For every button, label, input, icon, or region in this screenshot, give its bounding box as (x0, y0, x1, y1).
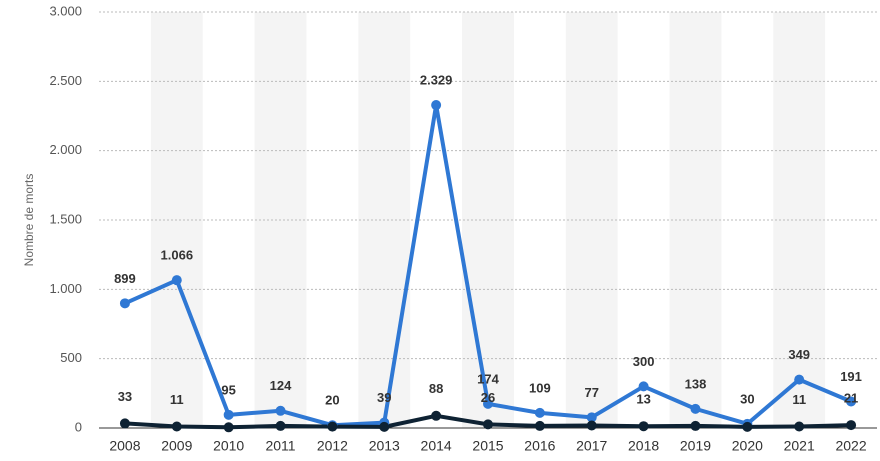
y-tick-label: 2.000 (49, 142, 82, 157)
x-tick-label: 2020 (732, 438, 763, 454)
x-tick-label: 2016 (524, 438, 555, 454)
x-tick-label: 2021 (784, 438, 815, 454)
data-label: 2.329 (420, 72, 453, 87)
data-point (379, 421, 390, 432)
data-point (846, 396, 857, 407)
data-label: 124 (270, 378, 292, 393)
data-point (690, 420, 701, 431)
data-label: 109 (529, 380, 551, 395)
data-point (119, 418, 130, 429)
data-point (534, 407, 545, 418)
data-label: 30 (740, 391, 754, 406)
data-label: 39 (377, 390, 391, 405)
data-point (171, 421, 182, 432)
x-tick-label: 2011 (265, 438, 295, 454)
data-point (586, 420, 597, 431)
y-tick-label: 2.500 (49, 73, 82, 88)
y-tick-label: 500 (60, 350, 82, 365)
y-tick-label: 1.500 (49, 211, 82, 226)
x-tick-label: 2018 (628, 438, 659, 454)
data-point (171, 275, 182, 286)
data-label: 88 (429, 381, 443, 396)
y-tick-label: 1.000 (49, 281, 82, 296)
data-point (223, 409, 234, 420)
x-tick-label: 2019 (680, 438, 711, 454)
data-point (483, 398, 493, 409)
x-tick-label: 2009 (161, 438, 192, 454)
x-tick-label: 2017 (576, 438, 607, 454)
data-point (431, 100, 442, 111)
data-label: 191 (840, 369, 862, 384)
data-point (275, 420, 286, 431)
data-point (483, 419, 493, 430)
data-label: 13 (636, 392, 650, 407)
data-label: 95 (221, 382, 235, 397)
data-point (223, 422, 234, 433)
data-point (275, 405, 286, 416)
x-tick-label: 2013 (369, 438, 400, 454)
data-label: 349 (788, 347, 810, 362)
data-label: 11 (170, 392, 184, 407)
x-tick-label: 2012 (317, 438, 348, 454)
data-label: 1.066 (161, 248, 194, 263)
data-point (690, 403, 701, 414)
x-tick-label: 2015 (472, 438, 503, 454)
x-tick-label: 2022 (835, 438, 866, 454)
x-tick-label: 2010 (213, 438, 244, 454)
data-point (534, 420, 545, 431)
data-point (794, 374, 805, 385)
data-point (638, 421, 649, 432)
y-axis-title: Nombre de morts (22, 174, 36, 267)
data-point (742, 421, 753, 432)
data-label: 174 (477, 371, 499, 386)
data-point (119, 298, 130, 309)
data-label: 33 (118, 389, 132, 404)
data-label: 899 (114, 271, 136, 286)
data-point (846, 420, 857, 431)
x-tick-label: 2014 (421, 438, 452, 454)
data-label: 20 (325, 393, 339, 408)
data-point (586, 412, 597, 423)
y-tick-label: 0 (75, 419, 82, 434)
data-point (327, 421, 338, 432)
x-tick-label: 2008 (109, 438, 140, 454)
data-label: 21 (844, 391, 858, 406)
data-label: 138 (685, 376, 707, 391)
data-label: 77 (584, 385, 598, 400)
data-label: 26 (481, 390, 495, 405)
data-point (638, 381, 649, 392)
y-tick-label: 3.000 (49, 3, 82, 18)
data-point (794, 421, 805, 432)
data-label: 300 (633, 354, 655, 369)
data-point (431, 410, 442, 421)
data-label: 11 (792, 392, 806, 407)
